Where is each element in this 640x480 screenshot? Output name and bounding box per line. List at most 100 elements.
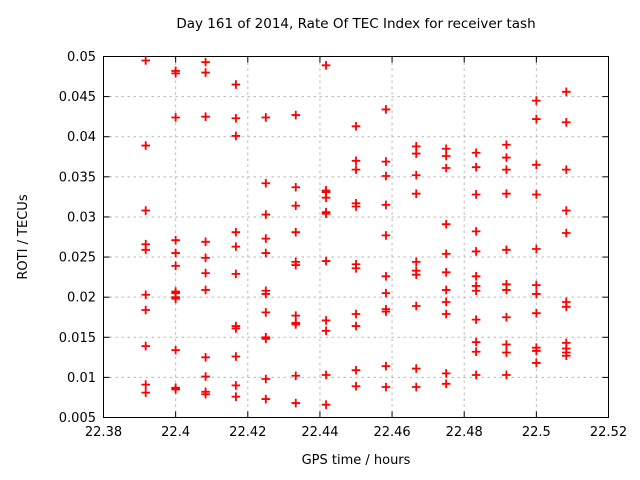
data-point-marker bbox=[171, 294, 180, 304]
data-point-marker bbox=[381, 288, 391, 298]
data-point-marker bbox=[532, 190, 541, 199]
data-point-marker bbox=[201, 285, 210, 295]
data-point-marker bbox=[261, 334, 271, 344]
data-point-marker bbox=[201, 253, 210, 263]
y-tick-label: 0.025 bbox=[59, 251, 96, 266]
x-axis-label: GPS time / hours bbox=[302, 453, 411, 468]
x-tick-label: 22.5 bbox=[522, 425, 551, 440]
plot-border bbox=[103, 56, 609, 418]
y-tick-label: 0.015 bbox=[59, 331, 96, 346]
data-point-marker bbox=[441, 297, 451, 307]
data-point-marker bbox=[561, 228, 571, 238]
y-tick-label: 0.05 bbox=[67, 50, 96, 65]
data-point-marker bbox=[381, 157, 391, 166]
x-tick-label: 22.42 bbox=[229, 425, 266, 440]
data-point-marker bbox=[231, 131, 241, 141]
x-tick-label: 22.48 bbox=[446, 425, 483, 440]
data-point-marker bbox=[411, 364, 421, 373]
data-point-marker bbox=[471, 162, 481, 172]
data-point-marker bbox=[381, 382, 391, 392]
data-point-marker bbox=[471, 272, 481, 281]
data-point-marker bbox=[171, 261, 180, 271]
data-point-marker bbox=[502, 370, 511, 380]
chart-title: Day 161 of 2014, Rate Of TEC Index for r… bbox=[176, 16, 535, 32]
data-point-marker bbox=[502, 245, 511, 255]
data-point-marker bbox=[471, 370, 481, 380]
data-point-marker bbox=[561, 206, 571, 215]
data-point-marker bbox=[231, 242, 241, 251]
data-point-marker bbox=[231, 113, 241, 123]
data-point-marker bbox=[471, 286, 481, 296]
data-point-marker bbox=[261, 374, 271, 384]
data-point-marker bbox=[561, 302, 571, 312]
data-point-marker bbox=[502, 165, 511, 174]
data-point-marker bbox=[231, 227, 241, 237]
data-point-marker bbox=[171, 345, 180, 355]
y-tick-label: 0.02 bbox=[67, 291, 96, 306]
y-tick-label: 0.035 bbox=[59, 170, 96, 185]
x-tick-label: 22.52 bbox=[590, 425, 627, 440]
data-point-marker bbox=[532, 280, 541, 290]
data-point-marker bbox=[171, 248, 180, 258]
data-point-marker bbox=[351, 309, 361, 319]
data-point-marker bbox=[441, 163, 451, 173]
data-point-marker bbox=[291, 182, 301, 192]
data-point-marker bbox=[471, 148, 481, 158]
data-point-marker bbox=[291, 110, 301, 120]
y-tick-label: 0.03 bbox=[67, 210, 96, 225]
data-point-marker bbox=[381, 361, 391, 371]
data-point-marker bbox=[532, 308, 541, 318]
data-point-marker bbox=[141, 141, 151, 150]
data-point-marker bbox=[201, 57, 210, 67]
data-point-marker bbox=[532, 346, 541, 356]
data-point-marker bbox=[141, 305, 151, 315]
data-point-marker bbox=[141, 56, 151, 65]
data-point-marker bbox=[231, 352, 241, 361]
data-point-marker bbox=[471, 315, 481, 324]
data-point-marker bbox=[141, 245, 151, 255]
data-point-marker bbox=[291, 311, 301, 320]
data-point-marker bbox=[291, 260, 301, 270]
data-points bbox=[141, 56, 571, 409]
data-point-marker bbox=[321, 370, 331, 380]
data-point-marker bbox=[502, 153, 511, 162]
data-point-marker bbox=[231, 381, 241, 390]
data-point-marker bbox=[441, 219, 451, 229]
data-point-marker bbox=[321, 209, 331, 219]
data-point-marker bbox=[381, 105, 391, 114]
data-point-marker bbox=[532, 160, 541, 170]
data-point-marker bbox=[561, 117, 571, 127]
data-point-marker bbox=[201, 68, 210, 77]
x-tick-label: 22.46 bbox=[373, 425, 410, 440]
data-point-marker bbox=[441, 309, 451, 319]
data-point-marker bbox=[441, 285, 451, 295]
data-point-marker bbox=[441, 249, 451, 259]
tick-labels: 22.38 22.4 22.42 22.44 22.46 22.48 22.5 22.52 0.… bbox=[59, 50, 627, 440]
data-point-marker bbox=[381, 307, 391, 316]
data-point-marker bbox=[261, 308, 271, 317]
data-point-marker bbox=[351, 121, 361, 131]
data-point-marker bbox=[471, 347, 481, 357]
y-tick-label: 0.005 bbox=[59, 411, 96, 426]
data-point-marker bbox=[291, 398, 301, 408]
x-tick-label: 22.38 bbox=[85, 425, 122, 440]
data-point-marker bbox=[411, 142, 421, 151]
data-point-marker bbox=[381, 231, 391, 240]
data-point-marker bbox=[502, 340, 511, 349]
data-point-marker bbox=[171, 69, 180, 78]
data-point-marker bbox=[411, 382, 421, 392]
data-point-marker bbox=[471, 227, 481, 236]
data-point-marker bbox=[411, 270, 421, 280]
data-point-marker bbox=[441, 267, 451, 277]
data-point-marker bbox=[411, 170, 421, 180]
data-point-marker bbox=[561, 87, 571, 97]
data-point-marker bbox=[261, 394, 271, 404]
data-point-marker bbox=[351, 156, 361, 166]
data-point-marker bbox=[351, 381, 361, 391]
data-point-marker bbox=[351, 321, 361, 331]
data-point-marker bbox=[321, 193, 331, 202]
data-point-marker bbox=[502, 285, 511, 295]
data-point-marker bbox=[381, 200, 391, 210]
data-point-marker bbox=[351, 202, 361, 211]
